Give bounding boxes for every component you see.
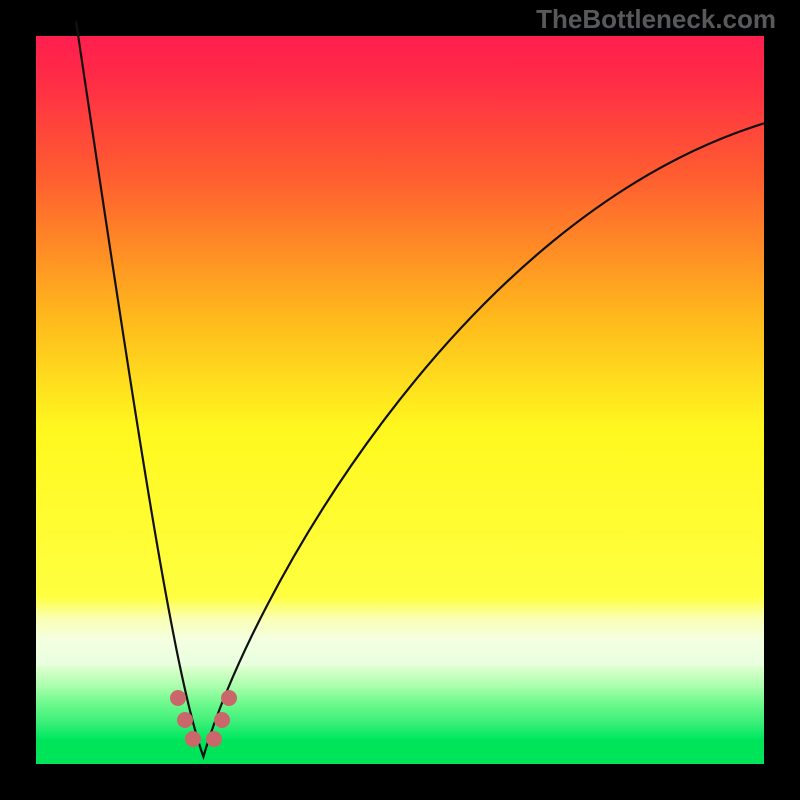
curve-marker — [206, 731, 222, 747]
watermark-text: TheBottleneck.com — [536, 4, 776, 35]
curve-marker — [170, 690, 186, 706]
chart-frame: TheBottleneck.com — [0, 0, 800, 800]
plot-area — [36, 36, 764, 764]
curve-marker — [177, 712, 193, 728]
curve-marker — [214, 712, 230, 728]
curve-marker — [221, 690, 237, 706]
curve-marker — [185, 731, 201, 747]
marker-layer — [36, 36, 764, 764]
